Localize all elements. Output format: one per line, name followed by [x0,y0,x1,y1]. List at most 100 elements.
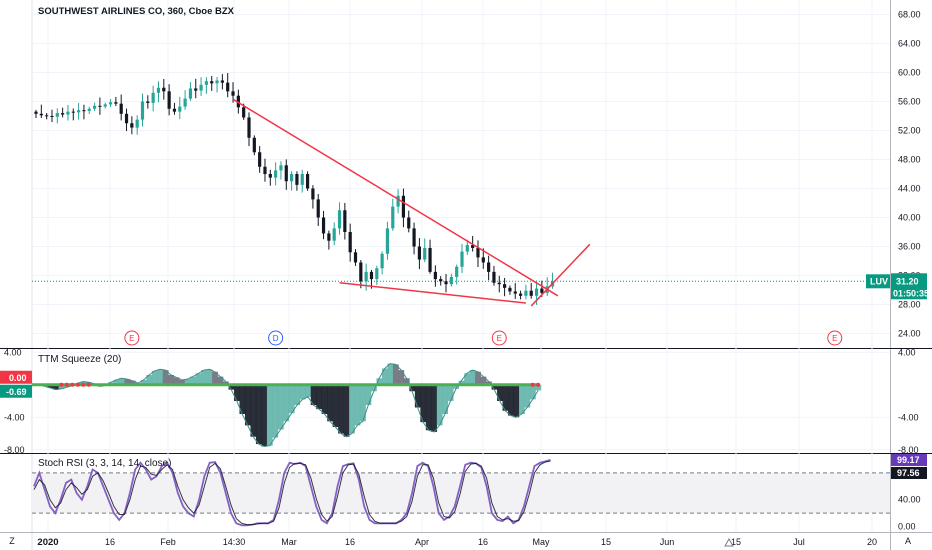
squeeze-bar [195,373,202,385]
candle-body [332,228,336,241]
candle-body [183,98,187,107]
candle-body [497,282,501,285]
candle-body [188,88,193,99]
symbol-tag-bg [866,274,890,289]
squeeze-bar [201,370,207,385]
candle-body [481,257,485,263]
squeeze-last-tag-bg [0,384,32,398]
time-tick-label: 14:30 [223,537,246,547]
squeeze-bar [261,384,268,447]
candle-body [380,253,384,269]
squeeze-bar [535,384,542,391]
candle-body [295,174,299,185]
squeeze-bar [217,376,224,385]
zero-tag-value: 0.00 [9,373,27,383]
squeeze-bar [524,384,531,408]
grid [32,0,890,532]
candle-body [353,252,358,263]
candle-body [423,247,427,260]
squeeze-bar [162,370,169,385]
squeeze-bar [173,377,180,385]
zero-tag-bg [0,370,32,384]
squeeze-bar [129,380,136,385]
squeeze-bar [113,379,120,385]
squeeze-bar [464,373,470,385]
time-tick-label: May [532,537,550,547]
squeeze-bar [513,384,520,418]
candle-body [204,81,208,85]
squeeze-left-tick-label: 4.00 [4,347,22,357]
candle-body [55,113,59,117]
candle-body [247,117,251,138]
candle-body [258,152,262,167]
squeeze-bar [212,371,218,385]
candle-body [385,228,390,254]
squeeze-left-tick-label: -8.00 [4,445,25,455]
event-label: E [832,334,837,343]
breakout-line [530,243,591,307]
candle-body [82,110,86,112]
candle-body [534,288,539,296]
time-tick-label: Feb [160,537,176,547]
candle-body [103,104,107,107]
squeeze-bar [157,369,164,385]
squeeze-bar [491,384,498,390]
squeeze-tick-label: -8.00 [898,445,919,455]
main-chart-title: SOUTHWEST AIRLINES CO, 360, Cboe BZX [38,6,235,17]
stoch-d-tag-bg [891,467,927,479]
auto-scale-icon[interactable]: A [905,536,911,546]
squeeze-bar [283,384,290,422]
squeeze-bar [234,384,240,401]
candle-body [412,228,416,247]
squeeze-bar [420,384,427,423]
squeeze-bar [392,364,399,385]
squeeze-bar [168,375,175,385]
squeeze-bar [305,384,312,397]
candle-body [274,170,278,178]
symbol-tag: LUV [870,276,888,286]
time-tick-label: 2020 [37,537,58,548]
go-to-date-icon[interactable] [724,537,734,547]
candle-body [87,108,91,111]
candle-body [252,137,256,153]
trendlines[interactable] [232,98,591,307]
squeeze-bar [387,363,394,385]
candle-body [178,106,182,112]
squeeze-bar [354,384,361,426]
stoch-rsi-pane [33,459,551,527]
squeeze-bar [486,381,492,385]
event-marker [268,330,284,346]
squeeze-bar [365,384,372,406]
squeeze-bar [179,379,185,385]
candle-body [444,281,448,285]
candle-body [108,102,113,105]
squeeze-bar [316,384,322,410]
price-tick-label: 56.00 [898,97,921,107]
squeeze-bar [360,384,366,422]
candle-body [119,103,123,114]
zoom-icon[interactable]: Z [9,536,15,546]
candle-body [98,105,102,107]
squeeze-on-dot [530,382,535,387]
candle-body [433,271,437,280]
candle-body [92,105,97,109]
candle-body [231,91,235,96]
squeeze-bar [140,379,147,385]
candle-body [284,165,288,182]
candle-body [359,262,363,282]
candle-body [449,276,453,285]
stoch-series-line [33,460,551,526]
squeeze-bar [414,384,421,408]
time-tick-label: Apr [415,537,429,547]
price-tick-label: 48.00 [898,155,921,165]
time-tick-label: Jun [660,537,675,547]
candle-body [417,246,421,260]
ttm-squeeze-pane [31,363,542,448]
squeeze-bar [266,384,273,446]
price-tick-label: 28.00 [898,300,921,310]
candle-body [540,288,544,293]
ttm-squeeze-title: TTM Squeeze (20) [38,354,121,365]
price-tick-label: 64.00 [898,39,921,49]
